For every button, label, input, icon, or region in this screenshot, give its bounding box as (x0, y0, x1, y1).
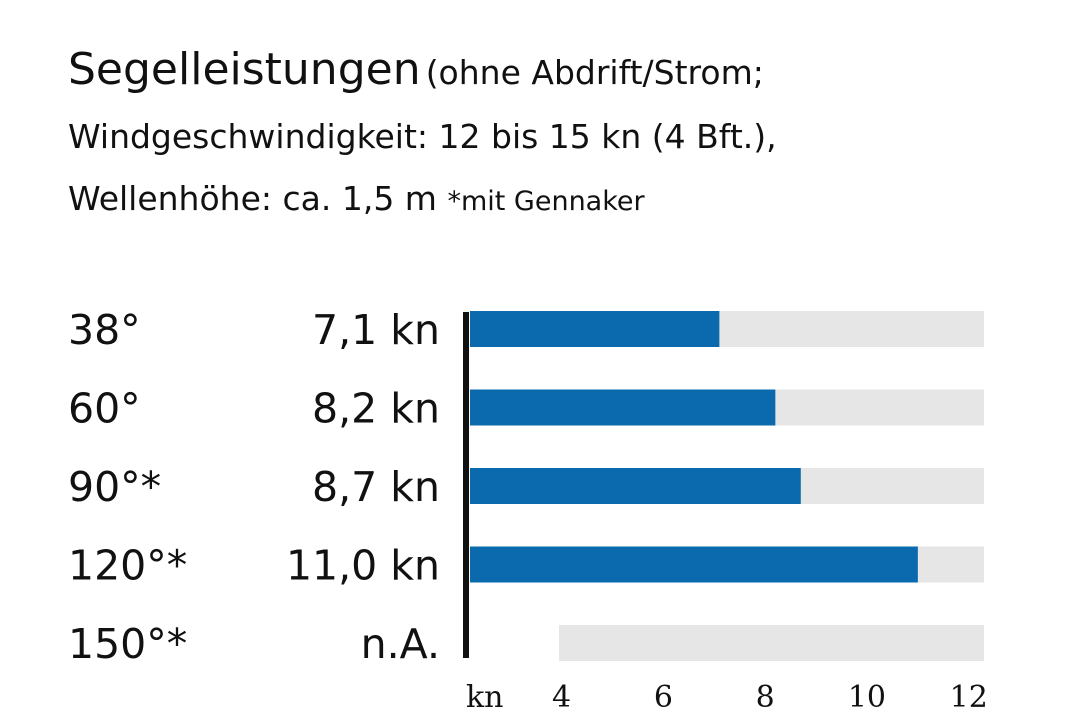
category-label: 60° (68, 385, 141, 433)
gennaker-note: *mit Gennaker (447, 186, 645, 217)
value-label: 7,1 kn (312, 306, 440, 354)
category-label: 38° (68, 306, 141, 354)
category-label: 150°* (68, 620, 187, 668)
category-label: 90°* (68, 463, 161, 511)
x-tick-label: 10 (848, 680, 886, 712)
chart-subtitle: (ohne Abdrift/Strom; (425, 53, 764, 92)
value-label: 8,7 kn (312, 463, 440, 511)
x-tick-label: 6 (654, 680, 673, 712)
wind-speed-line: Windgeschwindigkeit: 12 bis 15 kn (4 Bft… (68, 117, 777, 156)
x-tick-label: 8 (756, 680, 775, 712)
chart-title: Segelleistungen (68, 44, 421, 95)
bar-track (559, 625, 984, 661)
bar (470, 311, 720, 347)
x-axis-label: kn (466, 680, 504, 712)
category-label: 120°* (68, 542, 187, 590)
x-tick-label: 12 (950, 680, 988, 712)
bar (470, 546, 918, 583)
x-tick-label: 4 (552, 680, 571, 712)
bar (470, 468, 801, 504)
value-label: 8,2 kn (312, 385, 440, 433)
value-label: 11,0 kn (286, 542, 440, 590)
value-label: n.A. (361, 620, 440, 668)
chart-title-block: Segelleistungen (ohne Abdrift/Strom; Win… (68, 48, 777, 234)
wave-height-line: Wellenhöhe: ca. 1,5 m (68, 179, 437, 218)
bar (470, 389, 776, 426)
